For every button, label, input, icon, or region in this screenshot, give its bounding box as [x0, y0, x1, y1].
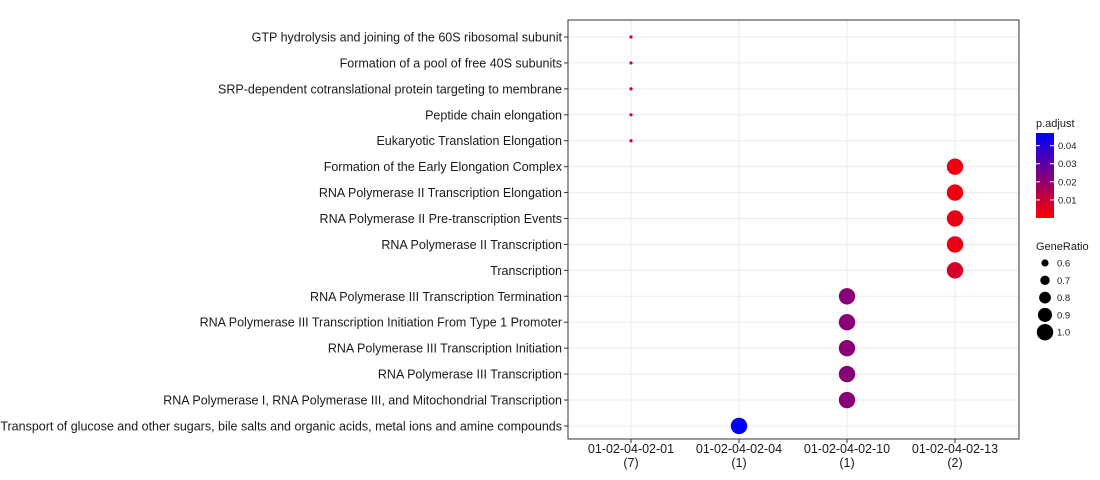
size-legend-label: 0.6 [1057, 259, 1070, 270]
color-legend-label: 0.01 [1058, 195, 1077, 206]
x-tick-count: (7) [623, 456, 638, 470]
x-tick-label: 01-02-04-02-13 [912, 442, 998, 456]
data-point [629, 35, 633, 39]
point-layer [629, 35, 964, 435]
y-tick-label: Transcription [490, 264, 562, 278]
data-point [629, 139, 633, 143]
x-axis: 01-02-04-02-01(7)01-02-04-02-04(1)01-02-… [588, 439, 998, 470]
data-point [629, 113, 633, 117]
size-legend: GeneRatio 0.6 0.7 0.8 0.9 1.0 [1036, 241, 1089, 341]
x-tick-count: (1) [839, 456, 854, 470]
color-legend-label: 0.03 [1058, 159, 1077, 170]
y-tick-label: Peptide chain elongation [425, 108, 562, 122]
size-legend-title: GeneRatio [1036, 241, 1089, 253]
plot-border [567, 19, 1020, 440]
y-tick-label: Formation of a pool of free 40S subunits [340, 56, 562, 70]
y-axis: GTP hydrolysis and joining of the 60S ri… [0, 31, 568, 433]
grid-layer [568, 20, 1019, 439]
size-legend-items: 0.6 0.7 0.8 0.9 1.0 [1036, 259, 1070, 341]
plot-background [568, 20, 1019, 439]
y-tick-label: Formation of the Early Elongation Comple… [324, 160, 563, 174]
data-point [838, 288, 856, 305]
data-point [838, 339, 856, 357]
size-legend-dot [1040, 275, 1050, 286]
data-point [629, 61, 633, 65]
data-point [838, 365, 856, 383]
color-legend-label: 0.04 [1058, 141, 1077, 152]
data-point [629, 87, 633, 91]
y-tick-label: Transport of glucose and other sugars, b… [0, 419, 562, 433]
data-point [946, 210, 964, 227]
data-point [838, 391, 856, 409]
y-tick-label: RNA Polymerase II Transcription Elongati… [319, 186, 562, 200]
y-tick-label: RNA Polymerase III Transcription Termina… [310, 290, 562, 304]
data-point [946, 184, 964, 201]
x-tick-label: 01-02-04-02-10 [804, 442, 890, 456]
y-tick-label: RNA Polymerase II Pre-transcription Even… [320, 212, 562, 226]
x-tick-count: (2) [947, 456, 962, 470]
size-legend-dot [1041, 259, 1049, 267]
data-point [946, 262, 964, 279]
data-point [946, 158, 964, 175]
size-legend-label: 1.0 [1057, 328, 1070, 339]
size-legend-dot [1037, 307, 1053, 322]
color-legend-bar [1036, 133, 1054, 218]
data-point [730, 417, 748, 435]
size-legend-dot [1039, 291, 1051, 304]
color-legend: p.adjust 0.01 0.02 0.03 0.04 [1036, 118, 1077, 218]
y-tick-label: RNA Polymerase II Transcription [381, 238, 562, 252]
y-tick-label: GTP hydrolysis and joining of the 60S ri… [252, 31, 563, 45]
data-point [838, 314, 856, 331]
color-legend-title: p.adjust [1036, 118, 1075, 130]
y-tick-label: SRP-dependent cotranslational protein ta… [218, 82, 562, 96]
size-legend-label: 0.7 [1057, 276, 1070, 287]
y-tick-label: RNA Polymerase III Transcription [378, 368, 562, 382]
y-tick-label: RNA Polymerase III Transcription Initiat… [328, 342, 562, 356]
x-tick-label: 01-02-04-02-01 [588, 442, 674, 456]
size-legend-label: 0.8 [1057, 293, 1070, 304]
color-legend-label: 0.02 [1058, 177, 1077, 188]
size-legend-label: 0.9 [1057, 310, 1070, 321]
data-point [946, 236, 964, 253]
y-tick-label: Eukaryotic Translation Elongation [376, 134, 562, 148]
x-tick-count: (1) [731, 456, 746, 470]
y-tick-label: RNA Polymerase I, RNA Polymerase III, an… [163, 394, 562, 408]
size-legend-dot [1036, 324, 1054, 341]
color-legend-ticks: 0.01 0.02 0.03 0.04 [1036, 141, 1077, 206]
y-tick-label: RNA Polymerase III Transcription Initiat… [200, 316, 562, 330]
x-tick-label: 01-02-04-02-04 [696, 442, 782, 456]
